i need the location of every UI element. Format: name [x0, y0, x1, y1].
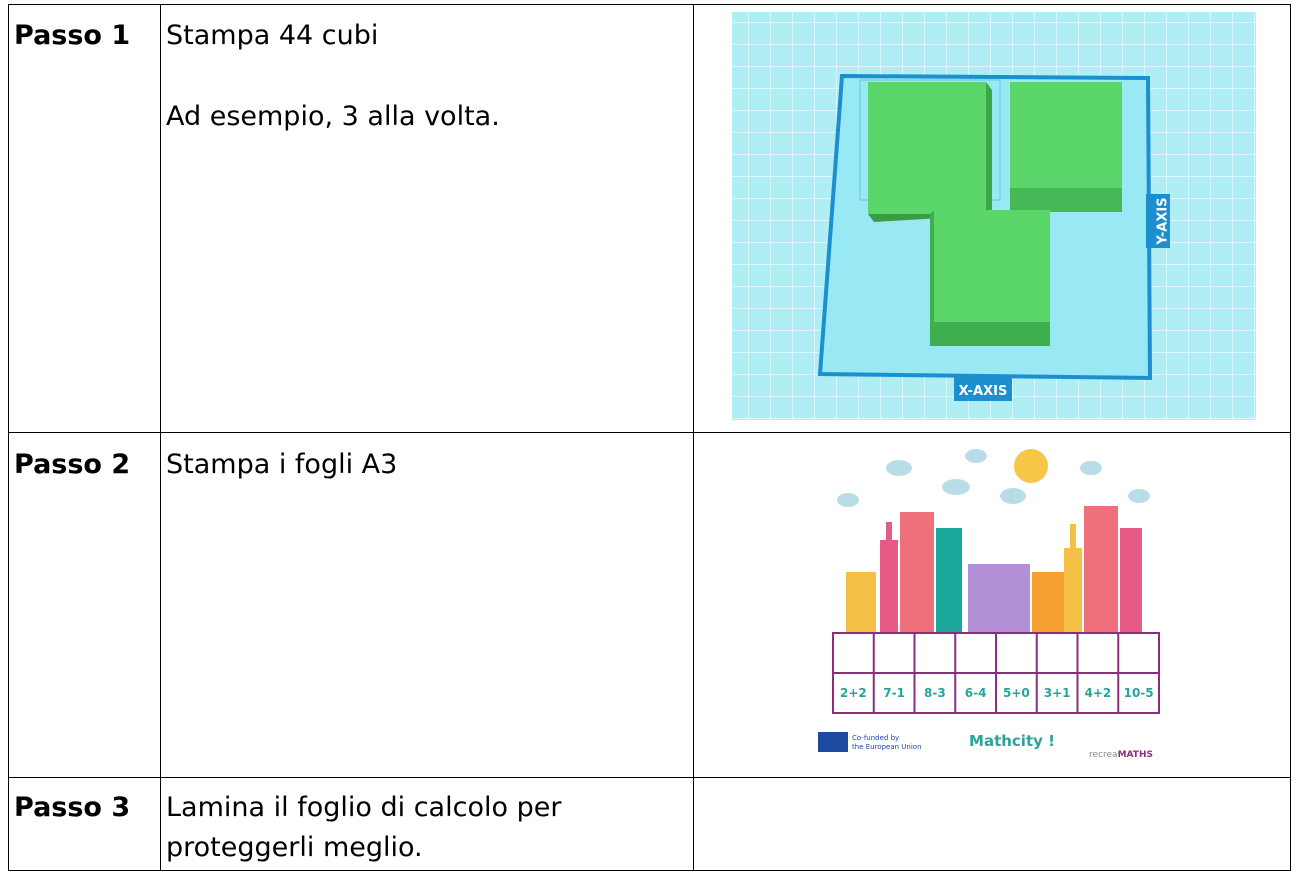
funding-text: the European Union	[852, 743, 922, 751]
step-text: Ad esempio, 3 alla volta.	[166, 101, 500, 132]
sum-label: 8-3	[924, 686, 946, 700]
step-text: Lamina il foglio di calcolo per	[166, 792, 562, 823]
logo-part: MATHS	[1118, 750, 1153, 760]
logo-part: recrea	[1089, 750, 1118, 760]
cell	[693, 777, 1291, 871]
step-label: Passo 1	[14, 20, 131, 51]
step-text: Stampa i fogli A3	[166, 449, 398, 480]
sum-label: 6-4	[965, 686, 987, 700]
print-bed-image: X-AXIS Y-AXIS	[732, 12, 1256, 420]
sum-label: 5+0	[1003, 686, 1030, 700]
sum-label: 10-5	[1124, 686, 1154, 700]
sum-label: 3+1	[1044, 686, 1071, 700]
sum-label: 7-1	[883, 686, 905, 700]
axis-label: Y-AXIS	[1156, 197, 1171, 245]
sum-label: 2+2	[840, 686, 867, 700]
step-text: Stampa 44 cubi	[166, 20, 379, 51]
sum-label: 4+2	[1084, 686, 1111, 700]
funding-text: Co-funded by	[852, 734, 899, 742]
step-label: Passo 2	[14, 449, 131, 480]
image-title: Mathcity !	[969, 732, 1055, 750]
step-label: Passo 3	[14, 792, 131, 823]
step-text: proteggerli meglio.	[166, 832, 423, 863]
logo: recreaMATHS	[1089, 750, 1153, 760]
mathcity-image: 2+2 7-1 8-3 6-4 5+0 3+1 4+2 10-5 Co-funded by t…	[818, 449, 1160, 760]
axis-label: X-AXIS	[959, 384, 1008, 399]
